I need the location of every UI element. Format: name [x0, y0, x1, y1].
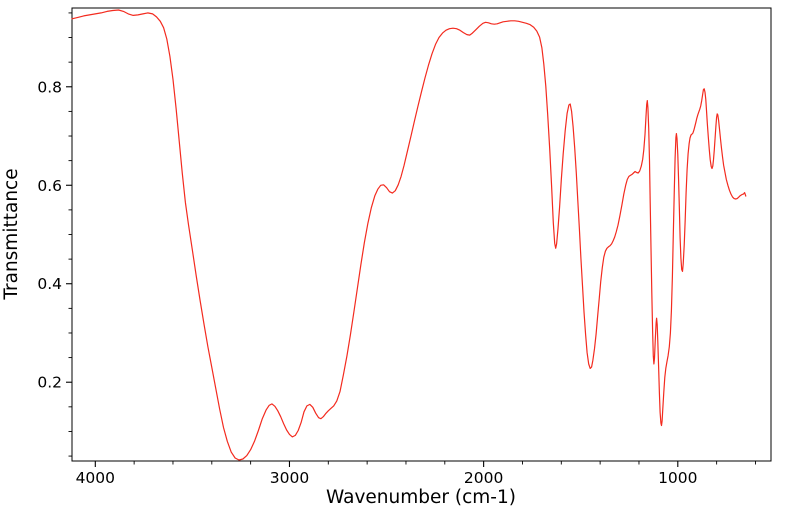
y-axis-label: Transmittance: [1, 168, 22, 300]
axis-ticks: [66, 12, 756, 467]
x-tick-label: 4000: [76, 469, 115, 487]
y-tick-label: 0.8: [37, 78, 62, 96]
plot-border: [71, 7, 772, 462]
spectrum-line: [71, 9, 747, 461]
axis-tick-labels: 4000 3000 2000 1000 0.2 0.4 0.6 0.8: [37, 78, 697, 487]
x-tick-label: 3000: [270, 469, 309, 487]
plot-area: [71, 7, 772, 462]
x-axis-label: Wavenumber (cm-1): [326, 487, 516, 508]
x-tick-label: 2000: [464, 469, 503, 487]
y-tick-label: 0.6: [37, 177, 62, 195]
y-tick-label: 0.4: [37, 275, 62, 293]
spectrum-series: [71, 9, 747, 461]
y-tick-label: 0.2: [37, 374, 62, 392]
x-tick-label: 1000: [658, 469, 697, 487]
